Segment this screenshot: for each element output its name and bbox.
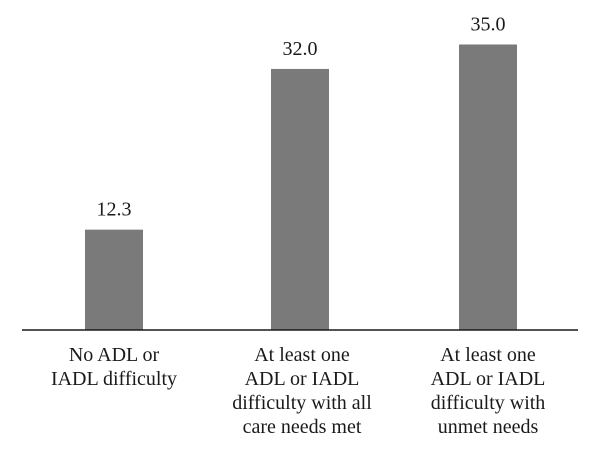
value-label-unmet-needs: 35.0 — [471, 13, 506, 35]
category-label-needs-met: At least one ADL or IADL difficulty with… — [232, 344, 372, 438]
value-label-no-difficulty: 12.3 — [97, 199, 132, 221]
category-label-no-difficulty: No ADL or IADL difficulty — [50, 344, 178, 390]
bar-no-difficulty — [85, 229, 143, 330]
category-label-unmet-needs: At least one ADL or IADL difficulty with… — [430, 344, 546, 438]
bar-needs-met — [271, 68, 329, 331]
bar-unmet-needs — [459, 44, 517, 330]
value-label-needs-met: 32.0 — [283, 38, 318, 60]
